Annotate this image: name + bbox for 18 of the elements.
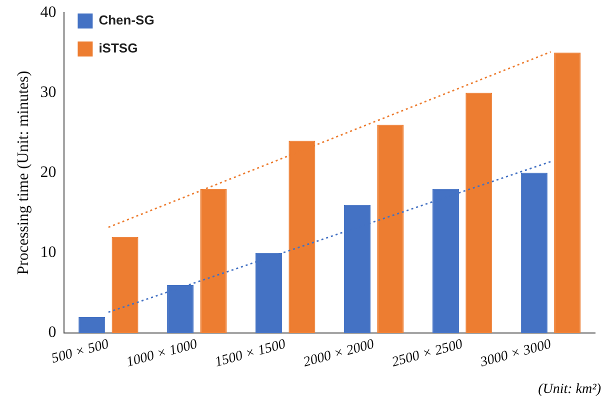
bar [554, 52, 581, 334]
y-tick-label: 10 [40, 244, 56, 262]
bar [112, 236, 138, 334]
x-tick-label: 2000 × 2000 [302, 337, 376, 370]
y-tick-label: 30 [40, 84, 56, 101]
bar [466, 92, 492, 334]
x-tick-label: 1500 × 1500 [213, 337, 288, 370]
x-tick-label: 3000 × 3000 [478, 337, 553, 371]
x-tick-label: 2500 × 2500 [390, 337, 464, 370]
bar [377, 124, 404, 334]
text: (Unit: km²) [538, 382, 601, 398]
y-tick-label: 20 [40, 164, 56, 182]
bar [78, 317, 106, 334]
x-tick-label: 1000 × 1000 [125, 337, 199, 370]
y-axis-title: Processing time (Unit: minutes) [14, 70, 32, 275]
legend-label: iSTSG [98, 40, 138, 56]
legend-label: Chen-SG [98, 12, 154, 28]
y-tick-label: 40 [40, 4, 56, 21]
